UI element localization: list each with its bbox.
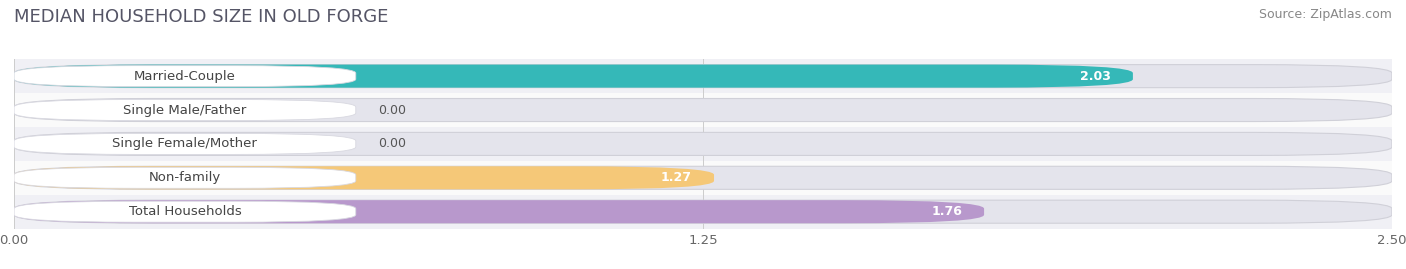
Text: 0.00: 0.00	[378, 137, 406, 150]
Text: Non-family: Non-family	[149, 171, 221, 184]
FancyBboxPatch shape	[14, 200, 984, 223]
Text: Married-Couple: Married-Couple	[134, 70, 236, 83]
FancyBboxPatch shape	[14, 132, 1392, 155]
Text: Single Male/Father: Single Male/Father	[124, 104, 246, 116]
Bar	[14, 93, 1392, 127]
FancyBboxPatch shape	[14, 166, 1392, 189]
FancyBboxPatch shape	[14, 167, 356, 188]
FancyBboxPatch shape	[14, 166, 714, 189]
Text: 1.27: 1.27	[661, 171, 692, 184]
FancyBboxPatch shape	[14, 66, 356, 87]
FancyBboxPatch shape	[14, 133, 356, 154]
Text: 1.76: 1.76	[931, 205, 962, 218]
FancyBboxPatch shape	[14, 200, 1392, 223]
Text: Single Female/Mother: Single Female/Mother	[112, 137, 257, 150]
Text: MEDIAN HOUSEHOLD SIZE IN OLD FORGE: MEDIAN HOUSEHOLD SIZE IN OLD FORGE	[14, 8, 388, 26]
Bar	[14, 195, 1392, 229]
FancyBboxPatch shape	[14, 98, 1392, 122]
Bar	[14, 127, 1392, 161]
FancyBboxPatch shape	[14, 100, 356, 121]
FancyBboxPatch shape	[14, 201, 356, 222]
Bar	[14, 59, 1392, 93]
Text: 2.03: 2.03	[1080, 70, 1111, 83]
FancyBboxPatch shape	[14, 65, 1133, 88]
Bar	[14, 161, 1392, 195]
FancyBboxPatch shape	[14, 65, 1392, 88]
Text: Source: ZipAtlas.com: Source: ZipAtlas.com	[1258, 8, 1392, 21]
Text: Total Households: Total Households	[128, 205, 242, 218]
Text: 0.00: 0.00	[378, 104, 406, 116]
